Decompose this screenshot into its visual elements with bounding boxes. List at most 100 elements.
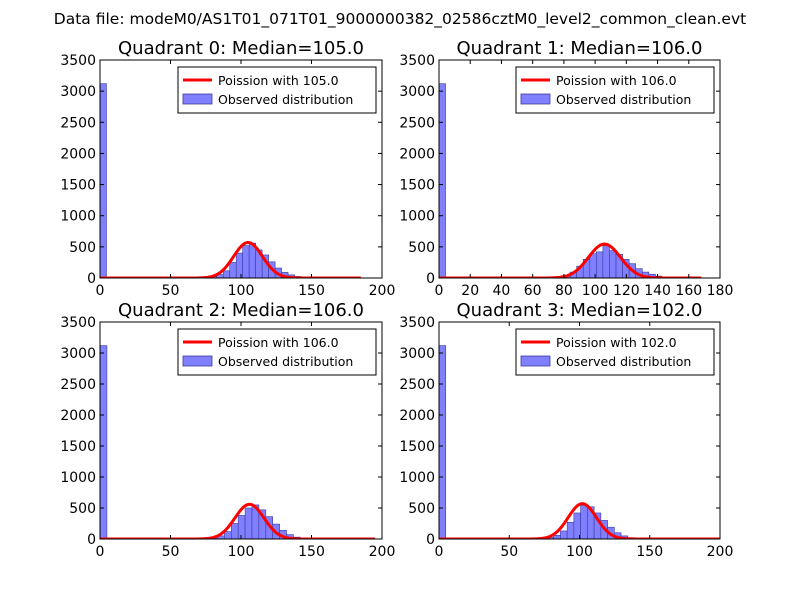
panel-3: 0 50 100 150 2000500100015002000250030003500… bbox=[399, 300, 733, 560]
histogram-bar bbox=[222, 270, 231, 278]
x-tick-label: 0 bbox=[96, 283, 105, 299]
histogram-bar bbox=[242, 245, 250, 278]
y-tick-label: 1500 bbox=[60, 178, 96, 194]
legend-entry-curve: Poission with 105.0 bbox=[218, 73, 339, 88]
histogram-bar bbox=[229, 262, 237, 278]
panel-0: 0 50 100 150 2000500100015002000250030003500… bbox=[60, 38, 395, 299]
y-tick-label: 0 bbox=[426, 271, 435, 287]
histogram-bar bbox=[596, 251, 604, 278]
panel-1: 0 20 40 60 80 100 120 140 160 180 0 500 1000 1500 2000… bbox=[399, 38, 733, 299]
legend-box bbox=[177, 328, 377, 376]
legend-bar-swatch bbox=[182, 355, 213, 367]
x-tick-label: 140 bbox=[644, 283, 671, 299]
x-tick-label: 180 bbox=[707, 283, 734, 299]
y-tick-label: 3500 bbox=[399, 315, 435, 331]
x-tick-label: 160 bbox=[675, 283, 702, 299]
y-tick-label: 1000 bbox=[60, 209, 96, 225]
histogram-bar bbox=[230, 523, 239, 539]
y-tick-label: 3000 bbox=[60, 84, 96, 100]
x-tick-label: 40 bbox=[493, 283, 511, 299]
x-tick-label: 0 bbox=[96, 544, 105, 560]
x-tick-label: 150 bbox=[298, 283, 325, 299]
legend-bar-swatch bbox=[182, 93, 213, 105]
plot-area bbox=[439, 345, 720, 539]
y-tick-label: 500 bbox=[69, 240, 96, 256]
x-tick-label: 200 bbox=[369, 544, 396, 560]
x-tick-label: 80 bbox=[555, 283, 573, 299]
legend: Poission with 106.0 Observed distribution bbox=[515, 66, 715, 114]
y-tick-label: 0 bbox=[426, 532, 435, 548]
legend-entry-curve: Poission with 102.0 bbox=[556, 335, 677, 350]
y-tick-label: 1000 bbox=[399, 209, 435, 225]
x-tick-label: 150 bbox=[298, 544, 325, 560]
legend: Poission with 106.0 Observed distribution bbox=[177, 328, 377, 376]
y-tick-label: 3000 bbox=[60, 346, 96, 362]
y-tick-label: 2500 bbox=[60, 377, 96, 393]
poisson-curve bbox=[439, 242, 702, 278]
y-tick-label: 1500 bbox=[60, 439, 96, 455]
x-tick-label: 150 bbox=[636, 544, 663, 560]
legend-entry-bars: Observed distribution bbox=[556, 354, 691, 369]
y-tick-label: 3000 bbox=[399, 346, 435, 362]
y-tick-label: 3000 bbox=[399, 84, 435, 100]
legend-entry-bars: Observed distribution bbox=[218, 354, 353, 369]
y-tick-label: 1500 bbox=[399, 178, 435, 194]
y-tick-label: 500 bbox=[69, 501, 96, 517]
histogram-bar bbox=[580, 505, 588, 539]
x-tick-label: 100 bbox=[566, 544, 593, 560]
histogram-bar bbox=[602, 245, 610, 278]
legend: Poission with 102.0 Observed distribution bbox=[515, 328, 715, 376]
y-tick-label: 3500 bbox=[60, 315, 96, 331]
figure-title: Data file: modeM0/AS1T01_071T01_90000003… bbox=[54, 10, 746, 29]
histogram-bar bbox=[560, 530, 568, 539]
x-tick-label: 200 bbox=[707, 544, 734, 560]
histogram-bar bbox=[553, 534, 561, 539]
panel-2: 0 50 100 150 2000500100015002000250030003500… bbox=[60, 300, 395, 560]
histogram-bar bbox=[609, 250, 617, 278]
poisson-curve bbox=[100, 240, 361, 278]
legend-bar-swatch bbox=[520, 355, 551, 367]
histogram-bar bbox=[100, 345, 108, 539]
panel-title: Quadrant 2: Median=106.0 bbox=[118, 300, 364, 321]
y-tick-label: 2500 bbox=[399, 377, 435, 393]
histogram-bar bbox=[439, 345, 447, 539]
x-tick-label: 200 bbox=[369, 283, 396, 299]
y-tick-label: 3500 bbox=[399, 53, 435, 69]
panel-title: Quadrant 3: Median=102.0 bbox=[457, 300, 703, 321]
legend-box bbox=[177, 66, 377, 114]
y-tick-label: 0 bbox=[87, 532, 96, 548]
y-tick-label: 500 bbox=[408, 501, 435, 517]
legend-entry-curve: Poission with 106.0 bbox=[218, 335, 339, 350]
histogram-bar bbox=[439, 83, 446, 278]
x-tick-label: 120 bbox=[613, 283, 640, 299]
axes-frame bbox=[438, 59, 721, 279]
x-tick-label: 100 bbox=[228, 544, 255, 560]
legend-bar-swatch bbox=[520, 93, 551, 105]
histogram-bar bbox=[566, 521, 575, 539]
x-tick-label: 0 bbox=[435, 544, 444, 560]
x-tick-label: 60 bbox=[524, 283, 542, 299]
x-tick-label: 50 bbox=[162, 544, 180, 560]
histogram-bar bbox=[237, 515, 246, 539]
x-tick-label: 20 bbox=[461, 283, 479, 299]
legend-entry-curve: Poission with 106.0 bbox=[556, 73, 677, 88]
legend-box bbox=[515, 66, 715, 114]
legend: Poission with 105.0 Observed distribution bbox=[177, 66, 377, 114]
legend-entry-bars: Observed distribution bbox=[556, 92, 691, 107]
y-tick-label: 2500 bbox=[399, 115, 435, 131]
histogram-bar bbox=[235, 252, 243, 278]
x-tick-label: 100 bbox=[582, 283, 609, 299]
y-tick-label: 0 bbox=[87, 271, 96, 287]
x-tick-label: 100 bbox=[228, 283, 255, 299]
panel-title: Quadrant 1: Median=106.0 bbox=[457, 38, 703, 59]
y-tick-label: 2500 bbox=[60, 115, 96, 131]
y-tick-label: 2000 bbox=[60, 146, 96, 162]
y-tick-label: 500 bbox=[408, 240, 435, 256]
histogram-bar bbox=[244, 507, 253, 539]
y-tick-label: 2000 bbox=[399, 146, 435, 162]
y-tick-label: 1000 bbox=[399, 470, 435, 486]
poisson-curve bbox=[100, 502, 375, 539]
y-tick-label: 1000 bbox=[60, 470, 96, 486]
y-tick-label: 3500 bbox=[60, 53, 96, 69]
poisson-curve bbox=[439, 502, 720, 539]
